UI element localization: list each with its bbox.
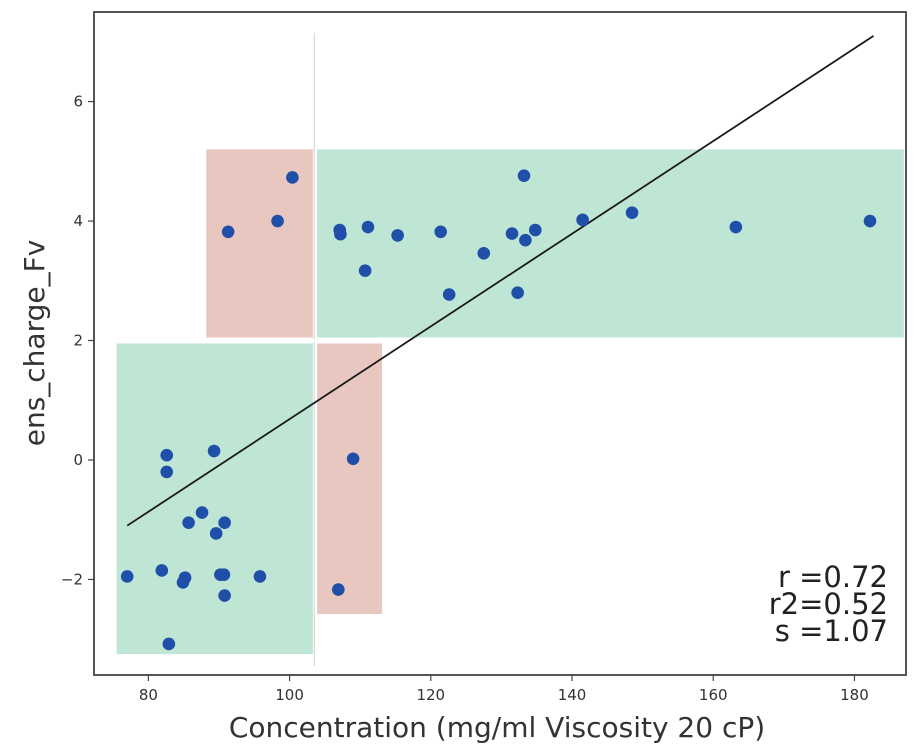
data-point — [434, 225, 447, 239]
y-axis-ticks: −2 0 2 4 6 — [61, 93, 94, 588]
y-tick-label: 6 — [73, 93, 83, 111]
data-point — [863, 214, 877, 228]
data-point — [529, 223, 542, 237]
data-point — [358, 264, 372, 277]
data-point — [576, 213, 589, 227]
region-false-negative — [317, 343, 383, 615]
stat-r: r =0.72 — [778, 560, 888, 594]
data-point — [332, 583, 345, 596]
data-point — [207, 444, 221, 458]
data-point — [221, 225, 235, 239]
data-point — [217, 568, 231, 581]
data-point — [625, 206, 639, 219]
data-point — [271, 214, 284, 228]
stat-r2: r2=0.52 — [769, 587, 888, 621]
data-point — [120, 570, 134, 583]
data-point — [162, 637, 176, 651]
data-point — [218, 516, 231, 529]
x-tick-label: 80 — [139, 686, 158, 704]
data-point — [346, 452, 360, 466]
data-point — [391, 229, 404, 242]
y-tick-label: 0 — [73, 451, 83, 469]
data-point — [505, 227, 519, 240]
data-point — [160, 448, 174, 462]
y-tick-label: −2 — [61, 570, 83, 588]
data-point — [519, 233, 532, 247]
x-tick-label: 180 — [840, 686, 869, 704]
x-tick-label: 140 — [558, 686, 587, 704]
data-point — [334, 227, 347, 241]
data-point — [442, 288, 456, 301]
data-point — [361, 220, 375, 234]
x-tick-label: 120 — [416, 686, 445, 704]
regression-line — [126, 35, 875, 527]
region-true-negative — [116, 343, 313, 655]
data-point — [182, 516, 195, 529]
data-point — [253, 570, 267, 583]
data-point — [517, 169, 531, 182]
x-axis-ticks: 80 100 120 140 160 180 — [139, 675, 869, 704]
data-point — [155, 564, 169, 577]
regression-line-group — [126, 35, 875, 527]
y-tick-label: 4 — [73, 212, 83, 230]
data-point — [178, 571, 192, 584]
data-point — [160, 465, 174, 479]
region-true-positive — [317, 149, 904, 338]
data-point — [195, 506, 209, 519]
x-tick-label: 160 — [699, 686, 728, 704]
plot-frame — [93, 11, 907, 676]
x-tick-label: 100 — [275, 686, 304, 704]
y-axis-label: ens_charge_Fv — [18, 240, 51, 447]
data-point — [729, 220, 743, 234]
data-point — [286, 171, 299, 184]
y-tick-label: 2 — [73, 332, 83, 350]
threshold-regions — [116, 32, 904, 667]
stat-s: s =1.07 — [775, 614, 888, 648]
x-axis-label: Concentration (mg/ml Viscosity 20 cP) — [229, 711, 765, 744]
data-point — [477, 247, 491, 260]
data-point — [511, 286, 524, 300]
data-points — [120, 169, 877, 651]
data-point — [209, 527, 223, 540]
data-point — [218, 589, 231, 602]
